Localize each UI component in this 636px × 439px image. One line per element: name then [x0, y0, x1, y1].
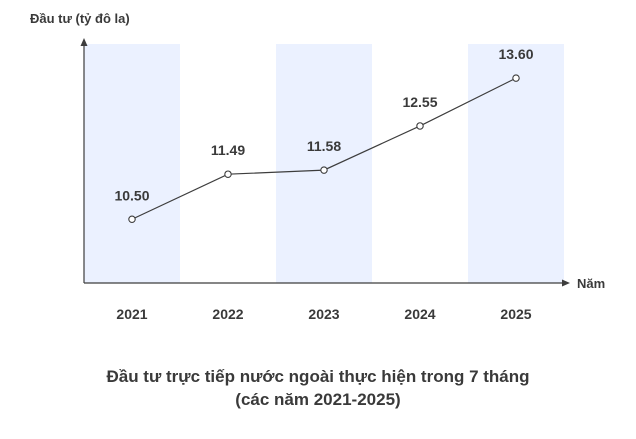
column-bands [84, 44, 564, 283]
chart-caption-line-1: Đầu tư trực tiếp nước ngoài thực hiện tr… [106, 367, 530, 386]
data-point-2025 [512, 74, 520, 82]
x-tick-labels: 2021 2022 2023 2024 2025 [116, 306, 531, 322]
x-tick-label-2022: 2022 [212, 306, 243, 322]
x-tick-label-2021: 2021 [116, 306, 147, 322]
data-label-2021: 10.50 [114, 187, 149, 203]
x-tick-label-2023: 2023 [308, 306, 339, 322]
data-label-2024: 12.55 [402, 94, 437, 110]
data-point-2024 [416, 122, 424, 130]
x-tick-label-2025: 2025 [500, 306, 531, 322]
line-chart: Đầu tư (tỷ đô la) Năm 2021 2022 2023 2024 20… [30, 11, 605, 322]
data-label-2025: 13.60 [498, 46, 533, 62]
x-axis-arrow [562, 279, 570, 287]
y-axis-title: Đầu tư (tỷ đô la) [30, 11, 130, 26]
data-point-2023 [320, 166, 328, 174]
data-point-2021 [128, 215, 136, 224]
chart-caption-line-2: (các năm 2021-2025) [235, 390, 401, 409]
data-label-2023: 11.58 [307, 138, 341, 154]
axes: Đầu tư (tỷ đô la) Năm [30, 11, 605, 291]
x-tick-label-2024: 2024 [404, 306, 435, 322]
column-band-2025 [468, 44, 564, 283]
data-point-2022 [224, 170, 232, 178]
series-line: 10.50 11.49 11.58 12.55 13.60 [114, 46, 534, 224]
y-axis-arrow [80, 38, 88, 46]
x-axis-title: Năm [577, 276, 605, 291]
data-label-2022: 11.49 [211, 142, 245, 158]
column-band-2021 [84, 44, 180, 283]
column-band-2023 [276, 44, 372, 283]
